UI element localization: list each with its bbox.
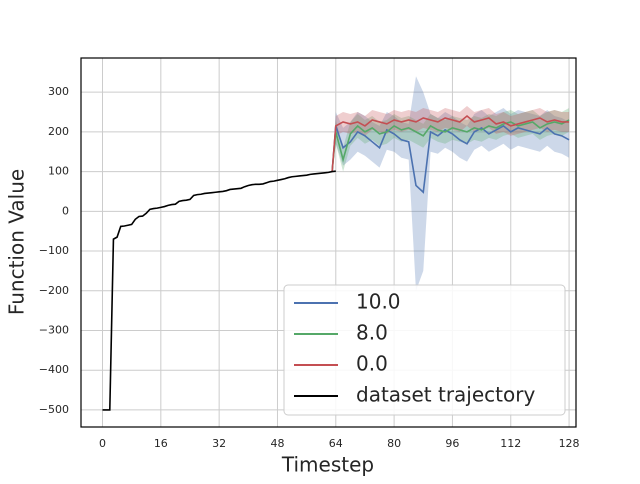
legend-label: 10.0 [356, 290, 401, 314]
x-tick-label: 128 [559, 437, 580, 450]
y-tick-label: −100 [39, 244, 69, 257]
legend-box [283, 284, 566, 416]
legend: 10.0 8.0 0.0 dataset trajectory [283, 284, 566, 416]
x-tick-label: 96 [445, 437, 459, 450]
y-axis-label: Function Value [5, 169, 29, 315]
y-tick-label: 0 [62, 204, 69, 217]
y-tick-label: 100 [48, 165, 69, 178]
y-tick-label: −400 [39, 363, 69, 376]
y-tick-label: −200 [39, 284, 69, 297]
legend-label: 0.0 [356, 352, 388, 376]
y-tick-label: 200 [48, 125, 69, 138]
confidence-band [332, 108, 570, 172]
confidence-band [332, 76, 570, 291]
series-line [331, 119, 570, 172]
x-axis-label: Timestep [281, 453, 374, 477]
x-tick-label: 16 [154, 437, 168, 450]
plot-frame [80, 57, 577, 428]
x-tick-label: 0 [99, 437, 106, 450]
y-tick-label: 300 [48, 85, 69, 98]
x-tick-label: 112 [500, 437, 521, 450]
y-tick-label: −500 [39, 403, 69, 416]
series-line [331, 124, 570, 194]
x-tick-label: 80 [387, 437, 401, 450]
series-line [331, 114, 570, 172]
x-tick-label: 32 [212, 437, 226, 450]
x-tick-label: 48 [270, 437, 284, 450]
legend-label: 8.0 [356, 321, 388, 345]
series-line [102, 170, 336, 411]
legend-label: dataset trajectory [356, 383, 535, 407]
x-tick-label: 64 [329, 437, 343, 450]
y-tick-label: −300 [39, 323, 69, 336]
